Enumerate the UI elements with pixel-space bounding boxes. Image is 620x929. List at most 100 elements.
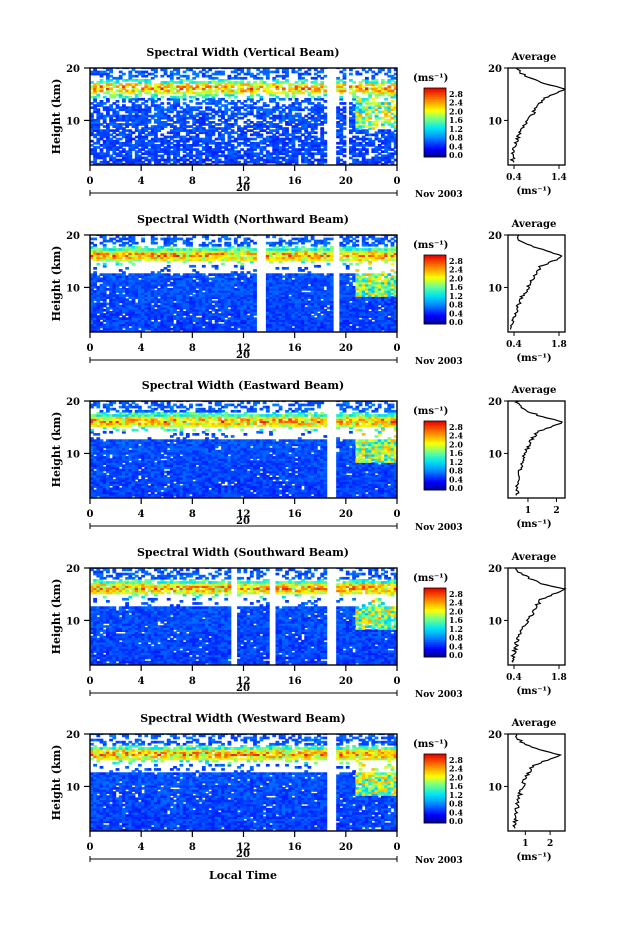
data-cell [301, 160, 305, 164]
data-cell [198, 329, 203, 332]
data-cell [150, 279, 155, 283]
data-cell [147, 275, 152, 279]
data-cell [349, 146, 353, 149]
data-cell [317, 91, 321, 95]
data-cell [182, 319, 187, 323]
data-cell [166, 158, 171, 162]
colorbar-swatch [424, 101, 446, 104]
data-cell [323, 116, 328, 120]
data-cell [99, 114, 104, 118]
data-cell [131, 288, 136, 291]
data-cell [128, 112, 133, 116]
data-cell [249, 121, 254, 124]
data-cell [112, 298, 117, 302]
data-cell [269, 306, 273, 310]
data-cell [205, 83, 209, 86]
data-cell [147, 288, 152, 291]
data-cell [176, 100, 181, 103]
data-cell [230, 252, 235, 255]
data-cell [339, 102, 344, 105]
data-cell [339, 129, 344, 132]
data-cell [122, 114, 126, 118]
data-cell [176, 129, 181, 132]
data-cell [240, 129, 245, 132]
data-cell [278, 114, 283, 118]
data-cell [249, 317, 254, 320]
data-cell [125, 156, 129, 160]
data-cell [281, 108, 286, 112]
data-cell [230, 139, 235, 143]
data-cell [173, 125, 177, 128]
data-cell [307, 87, 312, 91]
data-cell [154, 258, 158, 262]
data-cell [125, 325, 129, 329]
data-cell [304, 97, 309, 101]
data-cell [138, 118, 142, 122]
data-cell [109, 68, 113, 72]
data-cell [205, 97, 209, 101]
data-cell [115, 298, 120, 302]
data-cell [265, 275, 270, 279]
data-cell [150, 271, 155, 274]
data-cell [336, 112, 340, 116]
data-cell [176, 277, 181, 281]
data-cell [377, 104, 382, 107]
data-cell [365, 118, 369, 122]
data-cell [381, 91, 385, 95]
data-cell [109, 121, 113, 124]
data-cell [118, 252, 123, 255]
data-cell [201, 89, 206, 93]
data-cell [317, 106, 321, 109]
data-cell [106, 254, 110, 258]
data-cell [221, 121, 225, 124]
data-cell [233, 323, 238, 327]
data-cell [230, 321, 235, 325]
data-cell [125, 319, 129, 323]
data-cell [112, 246, 117, 249]
data-cell [144, 114, 149, 118]
data-cell [349, 156, 353, 160]
data-cell [371, 76, 376, 80]
data-cell [106, 131, 110, 135]
data-cell [201, 110, 206, 114]
data-cell [294, 125, 299, 128]
data-cell [227, 321, 232, 325]
data-cell [265, 70, 270, 74]
data-cell [381, 125, 385, 128]
data-cell [163, 327, 168, 331]
data-cell [217, 243, 222, 247]
data-cell [240, 81, 245, 84]
data-cell [173, 281, 177, 285]
data-cell [230, 131, 235, 135]
data-cell [227, 133, 232, 137]
data-cell [237, 306, 241, 310]
data-cell [150, 137, 155, 141]
data-cell [169, 250, 174, 253]
data-cell [211, 304, 216, 308]
data-cell [217, 279, 222, 283]
data-cell [294, 129, 299, 132]
data-cell [169, 89, 174, 93]
data-cell [118, 283, 123, 287]
data-cell [339, 148, 344, 151]
data-cell [208, 248, 213, 251]
data-cell [112, 237, 117, 241]
data-cell [192, 154, 197, 158]
data-cell [189, 114, 193, 118]
colorbar-swatch [424, 126, 446, 129]
data-cell [118, 83, 123, 86]
data-cell [272, 118, 277, 122]
data-cell [118, 158, 123, 162]
data-cell [390, 135, 395, 139]
data-cell [278, 162, 283, 165]
data-cell [138, 116, 142, 120]
data-cell [154, 108, 158, 112]
data-cell [141, 290, 145, 293]
data-cell [224, 131, 229, 135]
data-cell [205, 258, 209, 262]
data-cell [144, 279, 149, 283]
data-cell [281, 302, 286, 306]
data-cell [166, 89, 171, 93]
data-cell [288, 133, 293, 137]
data-cell [368, 83, 372, 86]
